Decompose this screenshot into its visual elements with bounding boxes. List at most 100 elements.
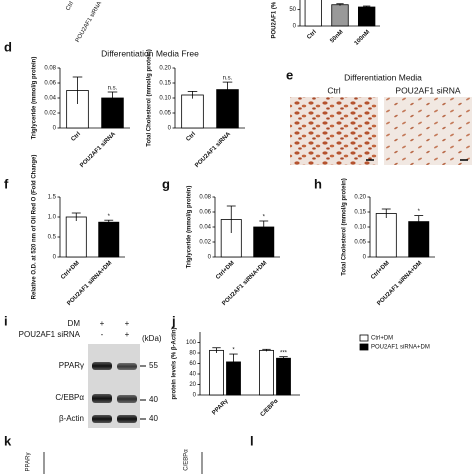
panel-label: f (4, 176, 9, 191)
y-tick-label: 0 (168, 126, 172, 132)
y-tick-label: 50 (289, 7, 296, 13)
y-tick-label: 0.20 (354, 195, 366, 201)
legend-swatch (359, 343, 369, 351)
panel-label: k (4, 433, 12, 448)
x-tick-label: 50nM (329, 29, 344, 44)
bar (304, 0, 323, 27)
significance: * (263, 215, 266, 221)
y-tick-label: 0.15 (159, 81, 171, 87)
top-label: POU2AF1 siRNA (75, 1, 103, 44)
bar (331, 4, 349, 27)
x-tick-label: Ctrl (185, 131, 197, 143)
x-tick-label: POU2AF1 siRNA (79, 131, 117, 169)
significance: *** (280, 350, 288, 356)
significance: n.s. (223, 76, 233, 82)
blot-band (92, 394, 112, 403)
y-tick-label: 0.05 (159, 111, 171, 117)
band-label: PPARγ (59, 361, 84, 370)
y-tick-label: 0.04 (44, 96, 56, 102)
treatment-label: DM (68, 319, 81, 328)
y-tick-label: 0.06 (44, 81, 56, 87)
x-tick-label: Ctrl+DM (60, 260, 81, 281)
band-label: β-Actin (59, 414, 84, 423)
bar (181, 94, 204, 129)
panel-label: j (171, 313, 176, 328)
treatment-mark: - (101, 330, 104, 339)
y-tick-label: 0.10 (159, 96, 171, 102)
y-tick-label: 0 (293, 24, 297, 30)
significance: * (418, 209, 421, 215)
x-tick-label: C/EBPα (260, 398, 280, 418)
panel-label: d (4, 39, 12, 54)
legend-swatch (359, 334, 369, 342)
x-tick-label: Ctrl (70, 131, 82, 143)
y-tick-label: 80 (189, 351, 196, 357)
y-tick-label: 0.08 (199, 195, 211, 201)
y-axis-label: Total Cholesterol (mmol/g protein) (342, 178, 348, 276)
significance: * (108, 214, 111, 220)
blot-band (92, 362, 112, 370)
x-tick-label: PPARγ (211, 398, 230, 417)
y-tick-label: 0.10 (354, 225, 366, 231)
header: Differentiation Media (344, 72, 422, 82)
top-label: Ctrl (65, 1, 75, 12)
bar (209, 349, 224, 396)
panel-label: h (314, 176, 322, 191)
x-tick-label: Ctrl (306, 29, 318, 41)
y-axis-label: C/EBPα (184, 449, 190, 471)
y-axis-label: protein levels (% β-Actin) (172, 327, 178, 399)
y-tick-label: 0 (208, 255, 212, 261)
y-tick-label: 0 (53, 126, 57, 132)
significance: * (232, 348, 235, 354)
blot-band (92, 415, 112, 423)
y-axis-label: Triglyceride (mmol/g protein) (32, 57, 38, 140)
bar (259, 349, 274, 396)
blot-membrane (88, 344, 140, 428)
y-tick-label: 0.20 (159, 66, 171, 72)
y-tick-label: 0.15 (354, 210, 366, 216)
y-tick-label: 0.02 (199, 240, 211, 246)
unit-label: (kDa) (142, 334, 162, 343)
y-tick-label: 100 (186, 340, 197, 346)
bar (65, 216, 87, 258)
legend-label: Ctrl+DM (371, 336, 393, 342)
y-tick-label: 60 (189, 361, 196, 367)
stain-image (290, 97, 378, 165)
y-tick-label: 0.02 (44, 111, 56, 117)
y-axis-label: PPARγ (26, 453, 32, 472)
y-tick-label: 0.05 (354, 240, 366, 246)
panel-label: i (4, 313, 8, 328)
y-tick-label: 0.08 (44, 66, 56, 72)
y-axis-label: POU2AF1 (% β-Actin) (272, 0, 278, 39)
treatment-mark: + (125, 330, 130, 339)
y-axis-label: Relative O.D. at 520 nm of Oil Red O (Fo… (32, 155, 38, 300)
bar (357, 6, 376, 27)
header: Differentiation Media Free (101, 48, 199, 58)
y-tick-label: 0 (193, 393, 197, 399)
blot-band (117, 363, 137, 370)
panel-label: l (250, 433, 254, 448)
image-label: POU2AF1 siRNA (395, 85, 461, 95)
marker-label: 40 (149, 414, 158, 423)
treatment-label: POU2AF1 siRNA (19, 330, 81, 339)
x-tick-label: Ctrl+DM (370, 260, 391, 281)
y-tick-label: 0.06 (199, 210, 211, 216)
y-axis-label: Total Cholesterol (mmol/g protein) (147, 49, 153, 147)
legend-label: POU2AF1 siRNA+DM (371, 345, 430, 351)
panel-label: e (286, 67, 293, 82)
y-tick-label: 0 (363, 255, 367, 261)
x-tick-label: POU2AF1 siRNA (194, 131, 232, 169)
y-tick-label: 20 (189, 382, 196, 388)
bar (276, 357, 291, 396)
x-tick-label: 100nM (354, 29, 371, 46)
marker-label: 40 (149, 395, 158, 404)
treatment-mark: + (125, 319, 130, 328)
y-tick-label: 40 (189, 372, 196, 378)
treatment-mark: + (100, 319, 105, 328)
significance: n.s. (108, 86, 118, 92)
y-tick-label: 1.0 (48, 215, 57, 221)
marker-label: 55 (149, 361, 158, 370)
y-tick-label: 0.04 (199, 225, 211, 231)
